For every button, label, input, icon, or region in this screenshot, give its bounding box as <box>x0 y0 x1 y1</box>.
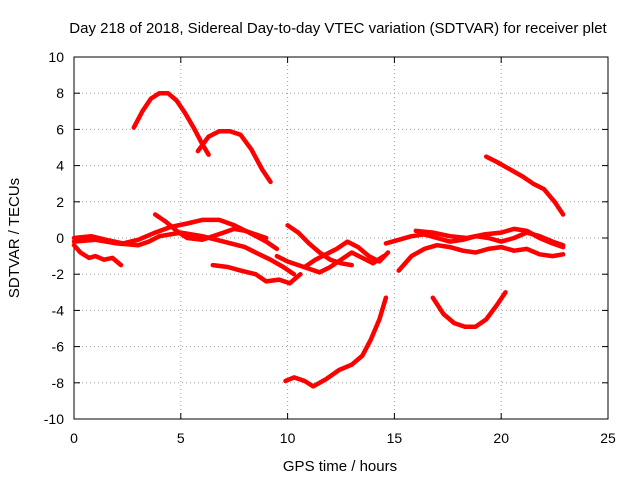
x-tick-label: 20 <box>493 430 509 446</box>
x-axis-label: GPS time / hours <box>283 458 397 475</box>
y-tick-label: -8 <box>52 375 65 391</box>
y-tick-label: 10 <box>48 49 64 65</box>
y-tick-label: -6 <box>52 339 65 355</box>
y-tick-label: 2 <box>56 194 64 210</box>
x-tick-label: 25 <box>600 430 616 446</box>
x-tick-label: 15 <box>387 430 403 446</box>
series-arc-near-zero-4 <box>152 212 269 243</box>
series-arc-mid-3 <box>274 250 386 275</box>
y-tick-label: 0 <box>56 230 64 246</box>
y-tick-label: -4 <box>52 302 65 318</box>
y-tick-label: 8 <box>56 85 64 101</box>
y-tick-label: -2 <box>52 266 65 282</box>
series-arc-low-midday <box>283 295 389 389</box>
series-arc-evening-descending <box>483 154 566 217</box>
series-arc-high-midmorning <box>195 128 273 185</box>
y-axis-label: SDTVAR / TECUs <box>6 178 23 298</box>
series-arc-afternoon-2 <box>396 242 566 273</box>
x-tick-label: 5 <box>177 430 185 446</box>
series-arc-mid-1 <box>285 223 354 268</box>
axis-ticks: 0 5 10 15 20 25 -10 -8 -6 -4 -2 0 2 4 6 8 10 <box>44 49 616 446</box>
series-arc-near-zero-1 <box>71 242 124 268</box>
y-tick-label: 4 <box>56 158 64 174</box>
grid <box>74 57 608 419</box>
series-arc-high-morning <box>131 90 211 157</box>
x-tick-label: 0 <box>70 430 78 446</box>
series-arc-near-zero-3 <box>71 230 297 277</box>
x-tick-label: 10 <box>280 430 296 446</box>
series-group <box>71 90 566 389</box>
series-arc-afternoon-3 <box>413 226 566 250</box>
series-arc-near-zero-5 <box>210 262 303 286</box>
chart-title: Day 218 of 2018, Sidereal Day-to-day VTE… <box>69 20 607 37</box>
y-tick-label: 6 <box>56 121 64 137</box>
series-arc-low-afternoon <box>430 290 508 329</box>
y-tick-label: -10 <box>44 411 64 427</box>
